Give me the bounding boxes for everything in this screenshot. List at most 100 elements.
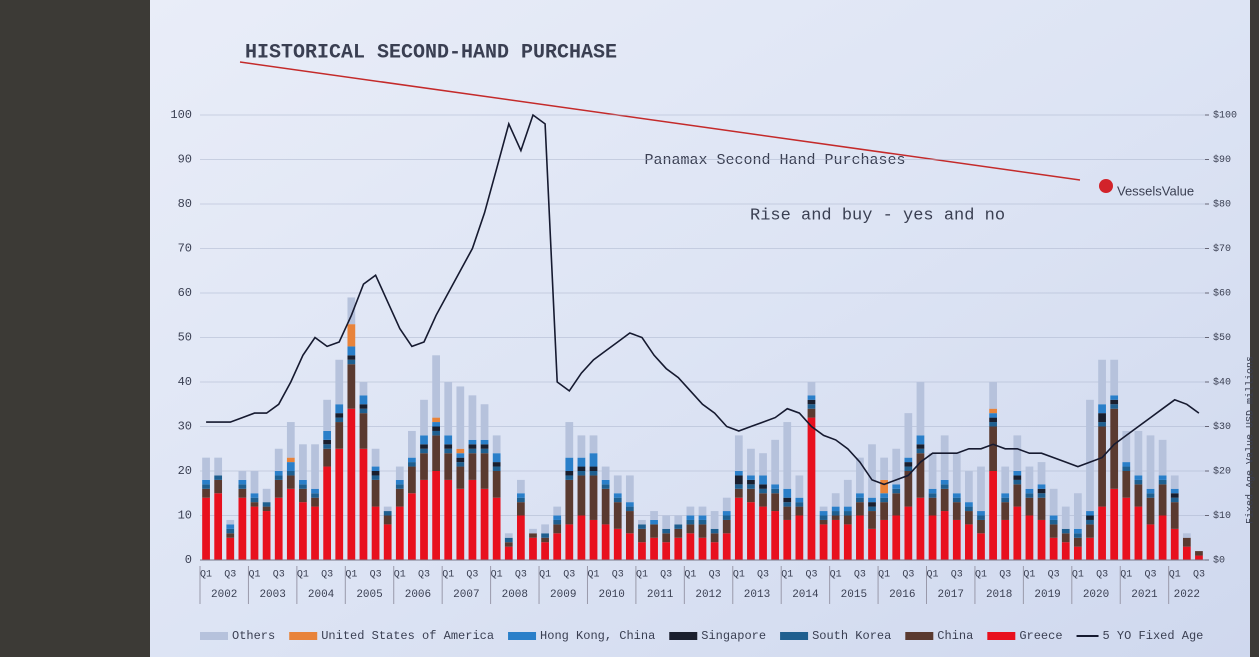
bar-segment — [904, 457, 913, 463]
bar-segment — [686, 519, 695, 525]
bar-segment — [492, 466, 501, 471]
bar-segment — [674, 528, 683, 538]
y2-tick-label: $90 — [1213, 154, 1231, 166]
bar-segment — [1098, 413, 1106, 423]
bar-segment — [359, 382, 368, 396]
bar-segment — [480, 404, 489, 440]
year-label: 2016 — [889, 589, 915, 601]
x-tick-label: Q3 — [515, 570, 527, 581]
bar-segment — [492, 453, 501, 463]
bar-segment — [1098, 506, 1106, 560]
bar-segment — [989, 408, 997, 414]
bar-segment — [274, 448, 283, 471]
bar-segment — [468, 439, 477, 445]
bar-segment — [795, 497, 804, 503]
bar-segment — [1158, 479, 1167, 485]
bar-segment — [504, 542, 513, 547]
bar-segment — [1110, 359, 1119, 396]
bar-segment — [952, 453, 961, 494]
bar-segment — [1073, 533, 1082, 538]
bar-segment — [856, 497, 864, 503]
x-tick-label: Q3 — [321, 570, 333, 581]
bar-segment — [516, 497, 525, 503]
bar-segment — [1073, 493, 1082, 529]
bar-segment — [541, 542, 549, 560]
bar-segment — [977, 515, 985, 520]
bar-segment — [516, 515, 525, 560]
year-label: 2009 — [550, 589, 576, 601]
bar-segment — [371, 479, 380, 507]
bar-segment — [734, 497, 743, 560]
x-tick-label: Q3 — [224, 570, 236, 581]
bar-segment — [868, 497, 876, 503]
bar-segment — [977, 519, 985, 534]
bar-segment — [856, 457, 864, 494]
bar-segment — [1025, 488, 1034, 494]
bar-segment — [722, 511, 731, 516]
bar-segment — [504, 533, 513, 538]
bar-segment — [819, 506, 828, 512]
x-tick-label: Q3 — [1096, 570, 1108, 581]
legend-swatch — [289, 632, 318, 640]
year-label: 2021 — [1131, 589, 1158, 601]
bar-segment — [662, 533, 671, 543]
bar-segment — [965, 511, 973, 525]
bar-segment — [492, 462, 501, 467]
bar-segment — [880, 457, 889, 480]
x-tick-label: Q1 — [830, 570, 842, 581]
bar-segment — [1073, 546, 1082, 560]
bar-segment — [408, 466, 416, 494]
bar-segment — [928, 488, 937, 494]
bar-segment — [601, 524, 610, 560]
bar-segment — [928, 453, 937, 489]
bar-segment — [226, 537, 235, 560]
legend-label: Singapore — [701, 629, 766, 643]
y-tick-label: 20 — [178, 464, 192, 478]
year-label: 2017 — [938, 589, 964, 601]
year-label: 2015 — [841, 589, 867, 601]
bar-segment — [226, 533, 235, 538]
x-tick-label: Q1 — [248, 570, 260, 581]
y2-tick-label: $30 — [1213, 421, 1231, 433]
bar-segment — [311, 488, 319, 494]
bar-segment — [565, 475, 574, 480]
bar-segment — [1158, 484, 1167, 516]
y-tick-label: 100 — [170, 108, 192, 122]
bar-segment — [541, 533, 549, 538]
bar-segment — [1134, 479, 1143, 485]
bar-segment — [965, 524, 973, 560]
bar-segment — [868, 506, 876, 512]
bar-segment — [262, 506, 271, 512]
bar-segment — [904, 466, 913, 471]
x-tick-label: Q1 — [878, 570, 890, 581]
bar-segment — [1037, 497, 1046, 520]
bar-segment — [480, 439, 489, 445]
bar-segment — [299, 444, 307, 480]
legend-label: Hong Kong, China — [540, 629, 655, 643]
bar-segment — [1170, 488, 1179, 494]
bar-segment — [420, 399, 428, 436]
bar-segment — [989, 382, 997, 409]
bar-segment — [1158, 475, 1167, 480]
bar-segment — [1170, 528, 1179, 560]
bar-segment — [323, 466, 332, 560]
bar-segment — [1158, 439, 1167, 476]
bar-segment — [710, 511, 719, 529]
chart-title: HISTORICAL SECOND-HAND PURCHASE — [245, 41, 617, 64]
bar-segment — [286, 488, 295, 560]
bar-segment — [1086, 537, 1094, 560]
x-tick-label: Q1 — [733, 570, 745, 581]
x-tick-label: Q3 — [709, 570, 721, 581]
bar-segment — [311, 444, 319, 489]
bar-segment — [456, 462, 465, 467]
bar-segment — [807, 399, 816, 405]
bar-segment — [395, 488, 404, 507]
bar-segment — [1061, 533, 1070, 543]
bar-segment — [1134, 475, 1143, 480]
x-tick-label: Q3 — [418, 570, 430, 581]
bar-segment — [420, 444, 428, 449]
bar-segment — [589, 466, 598, 471]
bar-segment — [952, 519, 961, 560]
bar-segment — [226, 524, 235, 529]
bar-segment — [262, 502, 271, 507]
